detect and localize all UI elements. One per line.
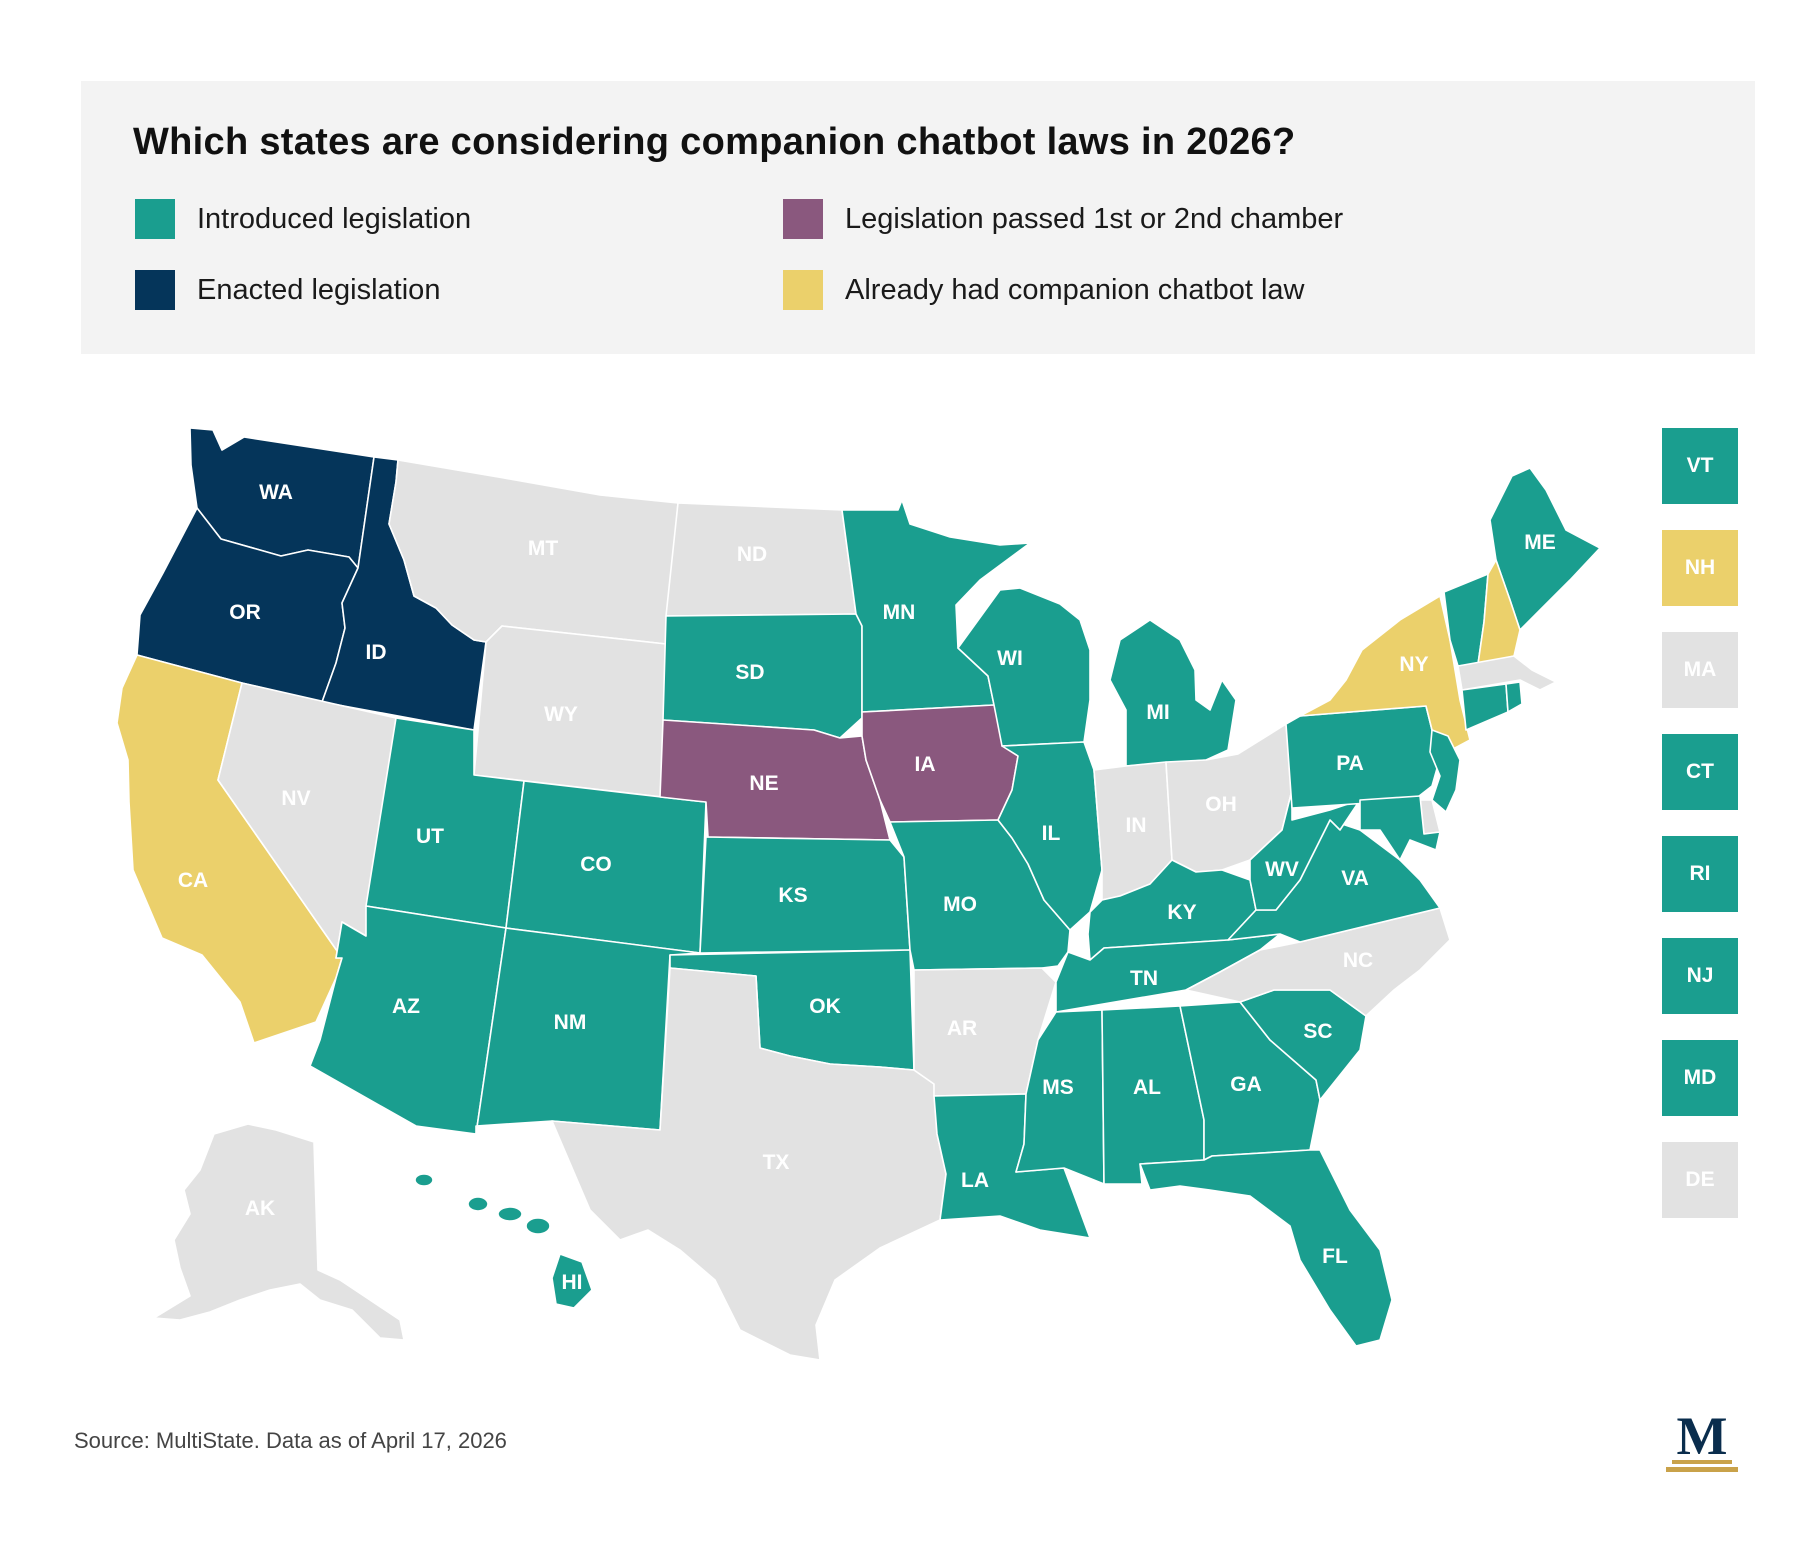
state-label-SD: SD — [735, 661, 764, 684]
state-MI[interactable] — [1109, 619, 1237, 767]
state-label-TX: TX — [763, 1151, 790, 1174]
state-RI[interactable] — [1505, 681, 1523, 713]
legend-swatch-passed — [783, 199, 823, 239]
state-MD[interactable] — [1359, 795, 1441, 861]
state-label-NE: NE — [749, 772, 778, 795]
map-title: Which states are considering companion c… — [133, 121, 1296, 163]
state-IA[interactable] — [861, 704, 1019, 823]
state-label-AK: AK — [245, 1197, 275, 1220]
multistate-logo: M — [1666, 1408, 1738, 1472]
small-state-box-NH[interactable]: NH — [1662, 530, 1738, 606]
state-MT[interactable] — [388, 459, 679, 645]
state-label-VA: VA — [1341, 867, 1369, 890]
state-FL[interactable] — [1139, 1149, 1393, 1347]
legend-passed: Legislation passed 1st or 2nd chamber — [783, 199, 1343, 239]
legend-swatch-introduced — [135, 199, 175, 239]
state-label-OH: OH — [1205, 793, 1237, 816]
state-label-WV: WV — [1265, 858, 1299, 881]
state-HI[interactable] — [414, 1173, 593, 1309]
state-label-FL: FL — [1322, 1245, 1348, 1268]
legend-introduced: Introduced legislation — [135, 199, 471, 239]
state-label-KS: KS — [778, 884, 807, 907]
state-label-LA: LA — [961, 1169, 989, 1192]
state-label-GA: GA — [1230, 1073, 1262, 1096]
state-label-WY: WY — [544, 703, 578, 726]
legend-label-enacted: Enacted legislation — [197, 273, 441, 306]
state-label-ID: ID — [366, 641, 387, 664]
state-label-HI: HI — [562, 1271, 583, 1294]
state-label-PA: PA — [1336, 752, 1364, 775]
state-label-IL: IL — [1042, 822, 1061, 845]
state-label-ME: ME — [1524, 531, 1556, 554]
state-NH[interactable] — [1477, 559, 1521, 665]
state-NE[interactable] — [659, 719, 891, 841]
state-label-WA: WA — [259, 481, 293, 504]
legend-swatch-already — [783, 270, 823, 310]
state-label-ND: ND — [737, 543, 767, 566]
legend-swatch-enacted — [135, 270, 175, 310]
state-label-AZ: AZ — [392, 995, 420, 1018]
state-label-MO: MO — [943, 893, 977, 916]
state-label-MT: MT — [528, 537, 558, 560]
state-label-SC: SC — [1303, 1020, 1332, 1043]
state-AZ[interactable] — [309, 905, 507, 1135]
state-TX[interactable] — [551, 967, 947, 1361]
state-label-IN: IN — [1126, 814, 1147, 837]
small-state-box-MA[interactable]: MA — [1662, 632, 1738, 708]
legend-label-introduced: Introduced legislation — [197, 202, 472, 235]
state-label-CA: CA — [178, 869, 208, 892]
legend-already: Already had companion chatbot law — [783, 270, 1304, 310]
state-label-OK: OK — [809, 995, 841, 1018]
legend-label-passed: Legislation passed 1st or 2nd chamber — [845, 202, 1344, 235]
state-label-KY: KY — [1167, 901, 1196, 924]
state-AK[interactable] — [153, 1123, 405, 1341]
legend-enacted: Enacted legislation — [135, 270, 440, 310]
state-label-NY: NY — [1399, 653, 1428, 676]
legend-label-already: Already had companion chatbot law — [845, 273, 1305, 306]
small-state-box-VT[interactable]: VT — [1662, 428, 1738, 504]
state-label-NV: NV — [281, 787, 310, 810]
state-MN[interactable] — [841, 499, 1031, 713]
header-panel: Which states are considering companion c… — [81, 81, 1755, 354]
state-label-AL: AL — [1133, 1076, 1161, 1099]
state-label-TN: TN — [1130, 967, 1158, 990]
state-CT[interactable] — [1461, 683, 1509, 731]
state-label-CO: CO — [580, 853, 612, 876]
state-label-UT: UT — [416, 825, 444, 848]
state-label-WI: WI — [997, 647, 1023, 670]
state-label-NM: NM — [554, 1011, 587, 1034]
state-label-MS: MS — [1042, 1076, 1074, 1099]
state-label-OR: OR — [229, 601, 261, 624]
state-label-MN: MN — [883, 601, 916, 624]
small-state-box-NJ[interactable]: NJ — [1662, 938, 1738, 1014]
state-label-IA: IA — [915, 753, 936, 776]
small-state-box-MD[interactable]: MD — [1662, 1040, 1738, 1116]
logo-letter: M — [1677, 1408, 1728, 1466]
state-NC[interactable] — [1185, 907, 1451, 1017]
small-state-box-DE[interactable]: DE — [1662, 1142, 1738, 1218]
small-state-box-CT[interactable]: CT — [1662, 734, 1738, 810]
small-state-box-RI[interactable]: RI — [1662, 836, 1738, 912]
state-label-NC: NC — [1343, 949, 1373, 972]
state-label-MI: MI — [1146, 701, 1169, 724]
state-label-AR: AR — [947, 1017, 977, 1040]
state-WI[interactable] — [957, 587, 1091, 747]
source-note: Source: MultiState. Data as of April 17,… — [74, 1428, 507, 1453]
state-NJ[interactable] — [1429, 729, 1461, 813]
